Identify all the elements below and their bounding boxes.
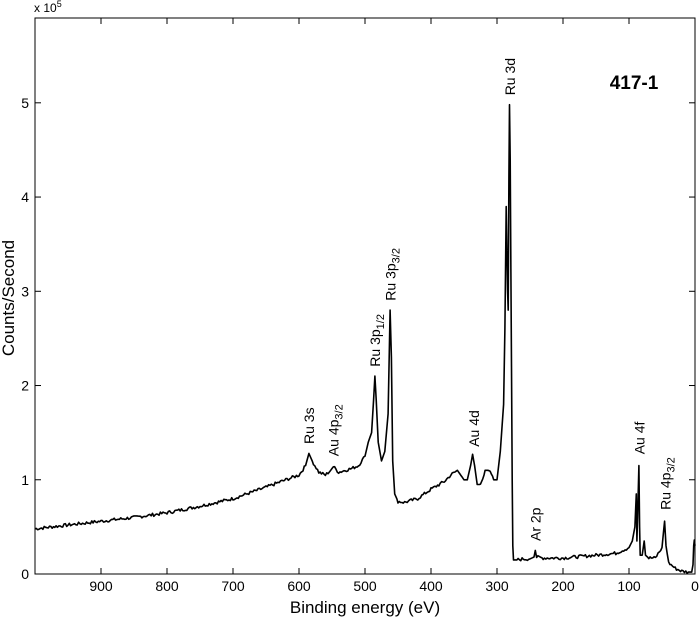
peak-label-main: Ru 3s	[301, 407, 317, 444]
y-tick-label: 5	[21, 95, 29, 111]
x-tick-label: 700	[221, 578, 245, 594]
y-tick-label: 0	[21, 566, 29, 582]
peak-label: Au 4d	[466, 410, 482, 447]
plot-frame	[34, 17, 696, 575]
peak-label-main: Au 4p	[325, 419, 341, 456]
y-axis-label: Counts/Second	[0, 240, 18, 356]
peak-label-subscript: 1/2	[375, 314, 387, 329]
y-axis-ticks: 0 1 2 3 4 5	[21, 95, 695, 582]
x-tick-label: 800	[155, 578, 179, 594]
x-tick-label: 600	[287, 578, 311, 594]
y-multiplier-base: x 10	[34, 1, 57, 15]
spectrum-line	[34, 103, 696, 574]
y-tick-label: 1	[21, 472, 29, 488]
peak-label-main: Ru 3p	[367, 329, 383, 367]
x-axis-label: Binding energy (eV)	[290, 598, 440, 617]
peak-label: Au 4f	[632, 422, 648, 455]
x-tick-label: 200	[551, 578, 575, 594]
peak-label: Au 4p3/2	[325, 404, 345, 456]
y-tick-label: 3	[21, 283, 29, 299]
peak-label-subscript: 3/2	[391, 248, 403, 263]
peak-label-main: Au 4f	[632, 422, 648, 455]
x-tick-label: 500	[353, 578, 377, 594]
x-tick-label: 0	[691, 578, 699, 594]
y-tick-label: 4	[21, 189, 29, 205]
y-multiplier-exponent: 5	[57, 0, 62, 9]
y-tick-label: 2	[21, 378, 29, 394]
peak-label: Ru 4p3/2	[657, 457, 677, 510]
peak-label: Ar 2p	[527, 507, 543, 541]
peak-label: Ru 3p1/2	[367, 314, 387, 367]
peak-label-main: Au 4d	[466, 410, 482, 447]
peak-label: Ru 3p3/2	[383, 248, 403, 301]
x-tick-label: 300	[485, 578, 509, 594]
x-tick-label: 400	[419, 578, 443, 594]
peak-label-main: Ru 3p	[383, 263, 399, 301]
x-tick-label: 900	[89, 578, 113, 594]
peak-label-subscript: 3/2	[665, 457, 677, 472]
peak-label-main: Ru 3d	[502, 58, 518, 95]
peak-label-main: Ar 2p	[527, 507, 543, 541]
peak-label-main: Ru 4p	[657, 472, 673, 510]
y-multiplier-label: x 105	[34, 0, 62, 15]
peak-label: Ru 3s	[301, 407, 317, 444]
x-tick-label: 100	[617, 578, 641, 594]
peak-label: Ru 3d	[502, 58, 518, 95]
x-axis-ticks: 900 800 700 600 500 400 300 200 100 0	[89, 18, 699, 594]
sample-id-label: 417-1	[610, 73, 659, 94]
peak-label-subscript: 3/2	[333, 404, 345, 419]
